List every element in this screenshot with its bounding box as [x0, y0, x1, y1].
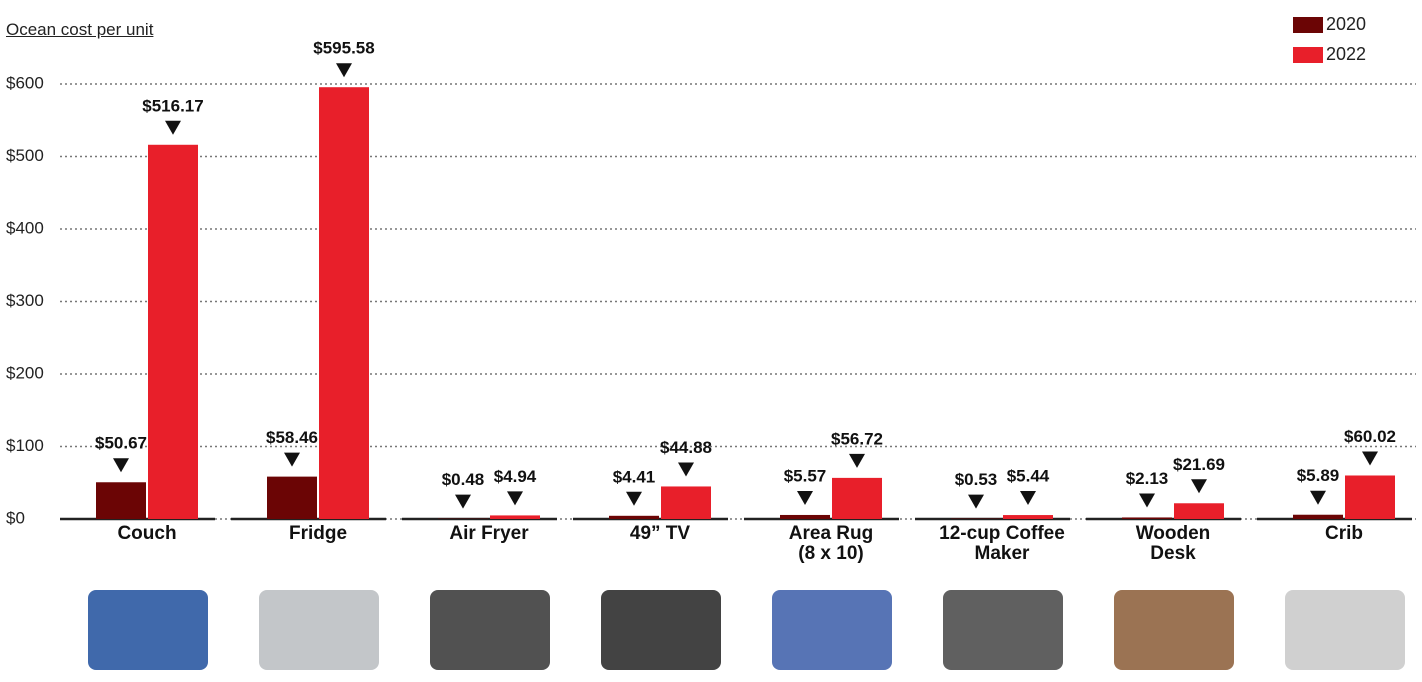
x-tick-label: Area Rug (8 x 10)	[788, 523, 874, 564]
bar	[1003, 515, 1053, 519]
product-image	[772, 590, 892, 670]
x-tick-label: Fridge	[288, 523, 348, 544]
x-tick-label: Air Fryer	[449, 523, 529, 544]
label-pointer	[797, 490, 813, 505]
value-label: $0.48	[442, 470, 485, 489]
value-label: $516.17	[142, 96, 203, 115]
bar	[490, 515, 540, 519]
value-label: $4.41	[613, 467, 656, 486]
product-image	[259, 590, 379, 670]
label-pointer	[678, 462, 694, 477]
label-pointer	[1362, 451, 1378, 466]
x-tick-label: 12-cup Coffee Maker	[939, 523, 1065, 564]
bar	[1122, 517, 1172, 519]
bar	[780, 514, 830, 519]
value-label: $58.46	[266, 428, 318, 447]
label-pointer	[1191, 479, 1207, 494]
bar	[609, 515, 659, 519]
value-label: $5.44	[1007, 467, 1050, 486]
value-label: $2.13	[1126, 469, 1169, 488]
bar	[832, 477, 882, 519]
label-pointer	[626, 491, 642, 506]
bar	[319, 87, 369, 519]
x-tick-label: Crib	[1325, 523, 1363, 544]
y-axis-label: Ocean cost per unit	[6, 20, 154, 39]
product-image	[1114, 590, 1234, 670]
label-pointer	[455, 494, 471, 509]
product-image	[88, 590, 208, 670]
x-tick-label: Couch	[117, 523, 177, 544]
label-pointer	[1020, 491, 1036, 506]
legend-swatch	[1293, 17, 1323, 33]
label-pointer	[113, 458, 129, 473]
legend-swatch	[1293, 47, 1323, 63]
label-pointer	[968, 494, 984, 509]
value-label: $4.94	[494, 467, 537, 486]
bar	[661, 486, 711, 519]
y-tick-label: $200	[6, 363, 44, 382]
legend-label: 2022	[1326, 44, 1366, 64]
label-pointer	[284, 452, 300, 467]
bar	[96, 482, 146, 519]
y-tick-label: $0	[6, 508, 25, 527]
product-image	[943, 590, 1063, 670]
y-tick-label: $600	[6, 73, 44, 92]
label-pointer	[1310, 490, 1326, 505]
y-tick-label: $500	[6, 146, 44, 165]
bar	[1345, 475, 1395, 519]
legend-label: 2020	[1326, 14, 1366, 34]
value-label: $21.69	[1173, 455, 1225, 474]
y-tick-label: $100	[6, 436, 44, 455]
y-tick-label: $400	[6, 218, 44, 237]
bar	[1293, 514, 1343, 519]
value-label: $50.67	[95, 434, 147, 453]
bar	[267, 476, 317, 519]
bar	[1174, 503, 1224, 519]
y-tick-label: $300	[6, 291, 44, 310]
x-tick-label: 49” TV	[629, 523, 691, 544]
bar	[148, 144, 198, 520]
value-label: $56.72	[831, 429, 883, 448]
product-image	[601, 590, 721, 670]
value-label: $5.57	[784, 466, 827, 485]
label-pointer	[165, 120, 181, 135]
label-pointer	[336, 63, 352, 78]
value-label: $5.89	[1297, 466, 1340, 485]
value-label: $60.02	[1344, 427, 1396, 446]
label-pointer	[849, 453, 865, 468]
value-label: $595.58	[313, 39, 374, 58]
x-tick-label: Wooden Desk	[1135, 523, 1211, 564]
product-image	[1285, 590, 1405, 670]
product-image	[430, 590, 550, 670]
value-label: $0.53	[955, 470, 998, 489]
label-pointer	[507, 491, 523, 506]
value-label: $44.88	[660, 438, 712, 457]
label-pointer	[1139, 493, 1155, 508]
